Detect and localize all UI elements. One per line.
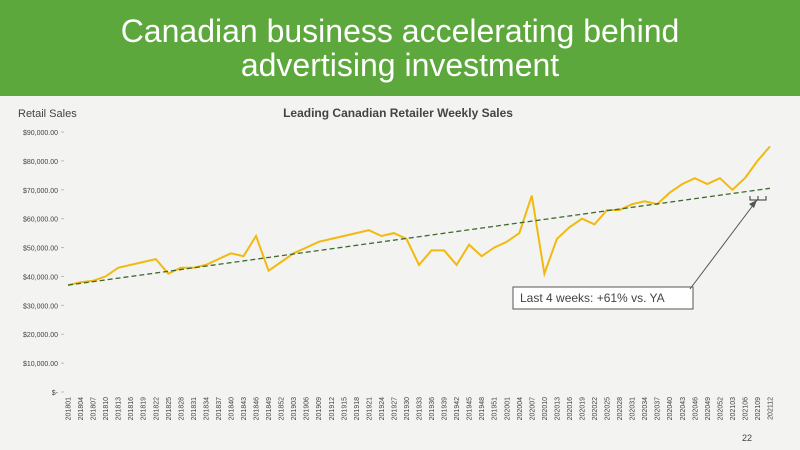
x-tick-label: 201918 — [354, 397, 361, 420]
x-tick-label: 202049 — [705, 397, 712, 420]
x-tick-label: 201834 — [203, 397, 210, 420]
chart-title: Leading Canadian Retailer Weekly Sales — [283, 106, 513, 120]
arrow-head — [749, 200, 757, 208]
annotation-box — [512, 286, 694, 310]
x-tick-label: 201846 — [254, 397, 261, 420]
y-tick-label: $70,000.00 — [23, 188, 58, 195]
x-tick-label: 202013 — [554, 397, 561, 420]
x-tick-label: 201801 — [66, 397, 73, 420]
x-tick-label: 201840 — [228, 397, 235, 420]
y-tick-label: $20,000.00 — [23, 332, 58, 339]
x-tick-label: 202103 — [730, 397, 737, 420]
y-tick-label: $10,000.00 — [23, 361, 58, 368]
x-tick-label: 202016 — [567, 397, 574, 420]
header-band: Canadian business accelerating behind ad… — [0, 0, 800, 96]
x-tick-label: 201849 — [266, 397, 273, 420]
x-tick-label: 201927 — [391, 397, 398, 420]
x-tick-label: 201819 — [141, 397, 148, 420]
x-tick-label: 202010 — [542, 397, 549, 420]
x-tick-label: 201924 — [379, 397, 386, 420]
x-tick-label: 201942 — [454, 397, 461, 420]
x-tick-label: 202019 — [579, 397, 586, 420]
x-tick-label: 202109 — [755, 397, 762, 420]
x-tick-label: 201951 — [492, 397, 499, 420]
x-tick-label: 201945 — [467, 397, 474, 420]
annotation: Last 4 weeks: +61% vs. YA — [520, 291, 665, 305]
x-tick-label: 202004 — [517, 397, 524, 420]
x-tick-label: 201807 — [91, 397, 98, 420]
x-tick-label: 201810 — [103, 397, 110, 420]
x-tick-label: 202106 — [742, 397, 749, 420]
x-tick-label: 201903 — [291, 397, 298, 420]
x-tick-label: 202028 — [617, 397, 624, 420]
y-tick-label: $90,000.00 — [23, 130, 58, 137]
y-tick-label: $- — [52, 390, 59, 397]
x-tick-label: 201804 — [78, 397, 85, 420]
x-tick-label: 202022 — [592, 397, 599, 420]
x-tick-label: 201948 — [479, 397, 486, 420]
bracket — [749, 196, 767, 201]
y-tick-label: $60,000.00 — [23, 217, 58, 224]
page-number: 22 — [742, 433, 752, 443]
x-tick-label: 201828 — [178, 397, 185, 420]
y-tick-label: $50,000.00 — [23, 246, 58, 253]
x-tick-label: 202031 — [630, 397, 637, 420]
x-tick-label: 201909 — [316, 397, 323, 420]
x-tick-label: 201936 — [429, 397, 436, 420]
x-tick-label: 201912 — [329, 397, 336, 420]
x-tick-label: 202001 — [504, 397, 511, 420]
x-tick-label: 201816 — [128, 397, 135, 420]
x-tick-label: 201837 — [216, 397, 223, 420]
sales-line — [67, 145, 771, 287]
x-tick-label: 201939 — [442, 397, 449, 420]
x-tick-label: 202040 — [667, 397, 674, 420]
x-tick-label: 201843 — [241, 397, 248, 420]
x-tick-label: 202052 — [717, 397, 724, 420]
x-tick-label: 202112 — [768, 397, 775, 420]
x-tick-label: 201915 — [341, 397, 348, 420]
x-tick-label: 201933 — [417, 397, 424, 420]
x-tick-label: 201906 — [304, 397, 311, 420]
annotation-arrow — [689, 199, 758, 290]
x-tick-label: 201921 — [366, 397, 373, 420]
x-tick-label: 201831 — [191, 397, 198, 420]
x-tick-label: 202025 — [605, 397, 612, 420]
y-tick-label: $80,000.00 — [23, 159, 58, 166]
slide-title: Canadian business accelerating behind ad… — [120, 13, 680, 83]
x-tick-label: 202007 — [529, 397, 536, 420]
x-tick-label: 201852 — [279, 397, 286, 420]
x-tick-label: 201825 — [166, 397, 173, 420]
y-tick-label: $30,000.00 — [23, 303, 58, 310]
y-tick-label: $40,000.00 — [23, 274, 58, 281]
x-tick-label: 202046 — [692, 397, 699, 420]
x-tick-label: 201822 — [153, 397, 160, 420]
x-tick-label: 202037 — [655, 397, 662, 420]
x-tick-label: 201930 — [404, 397, 411, 420]
x-tick-label: 202034 — [642, 397, 649, 420]
trend-line — [67, 187, 771, 286]
y-axis-label: Retail Sales — [18, 108, 77, 120]
x-tick-label: 202043 — [680, 397, 687, 420]
x-tick-label: 201813 — [116, 397, 123, 420]
